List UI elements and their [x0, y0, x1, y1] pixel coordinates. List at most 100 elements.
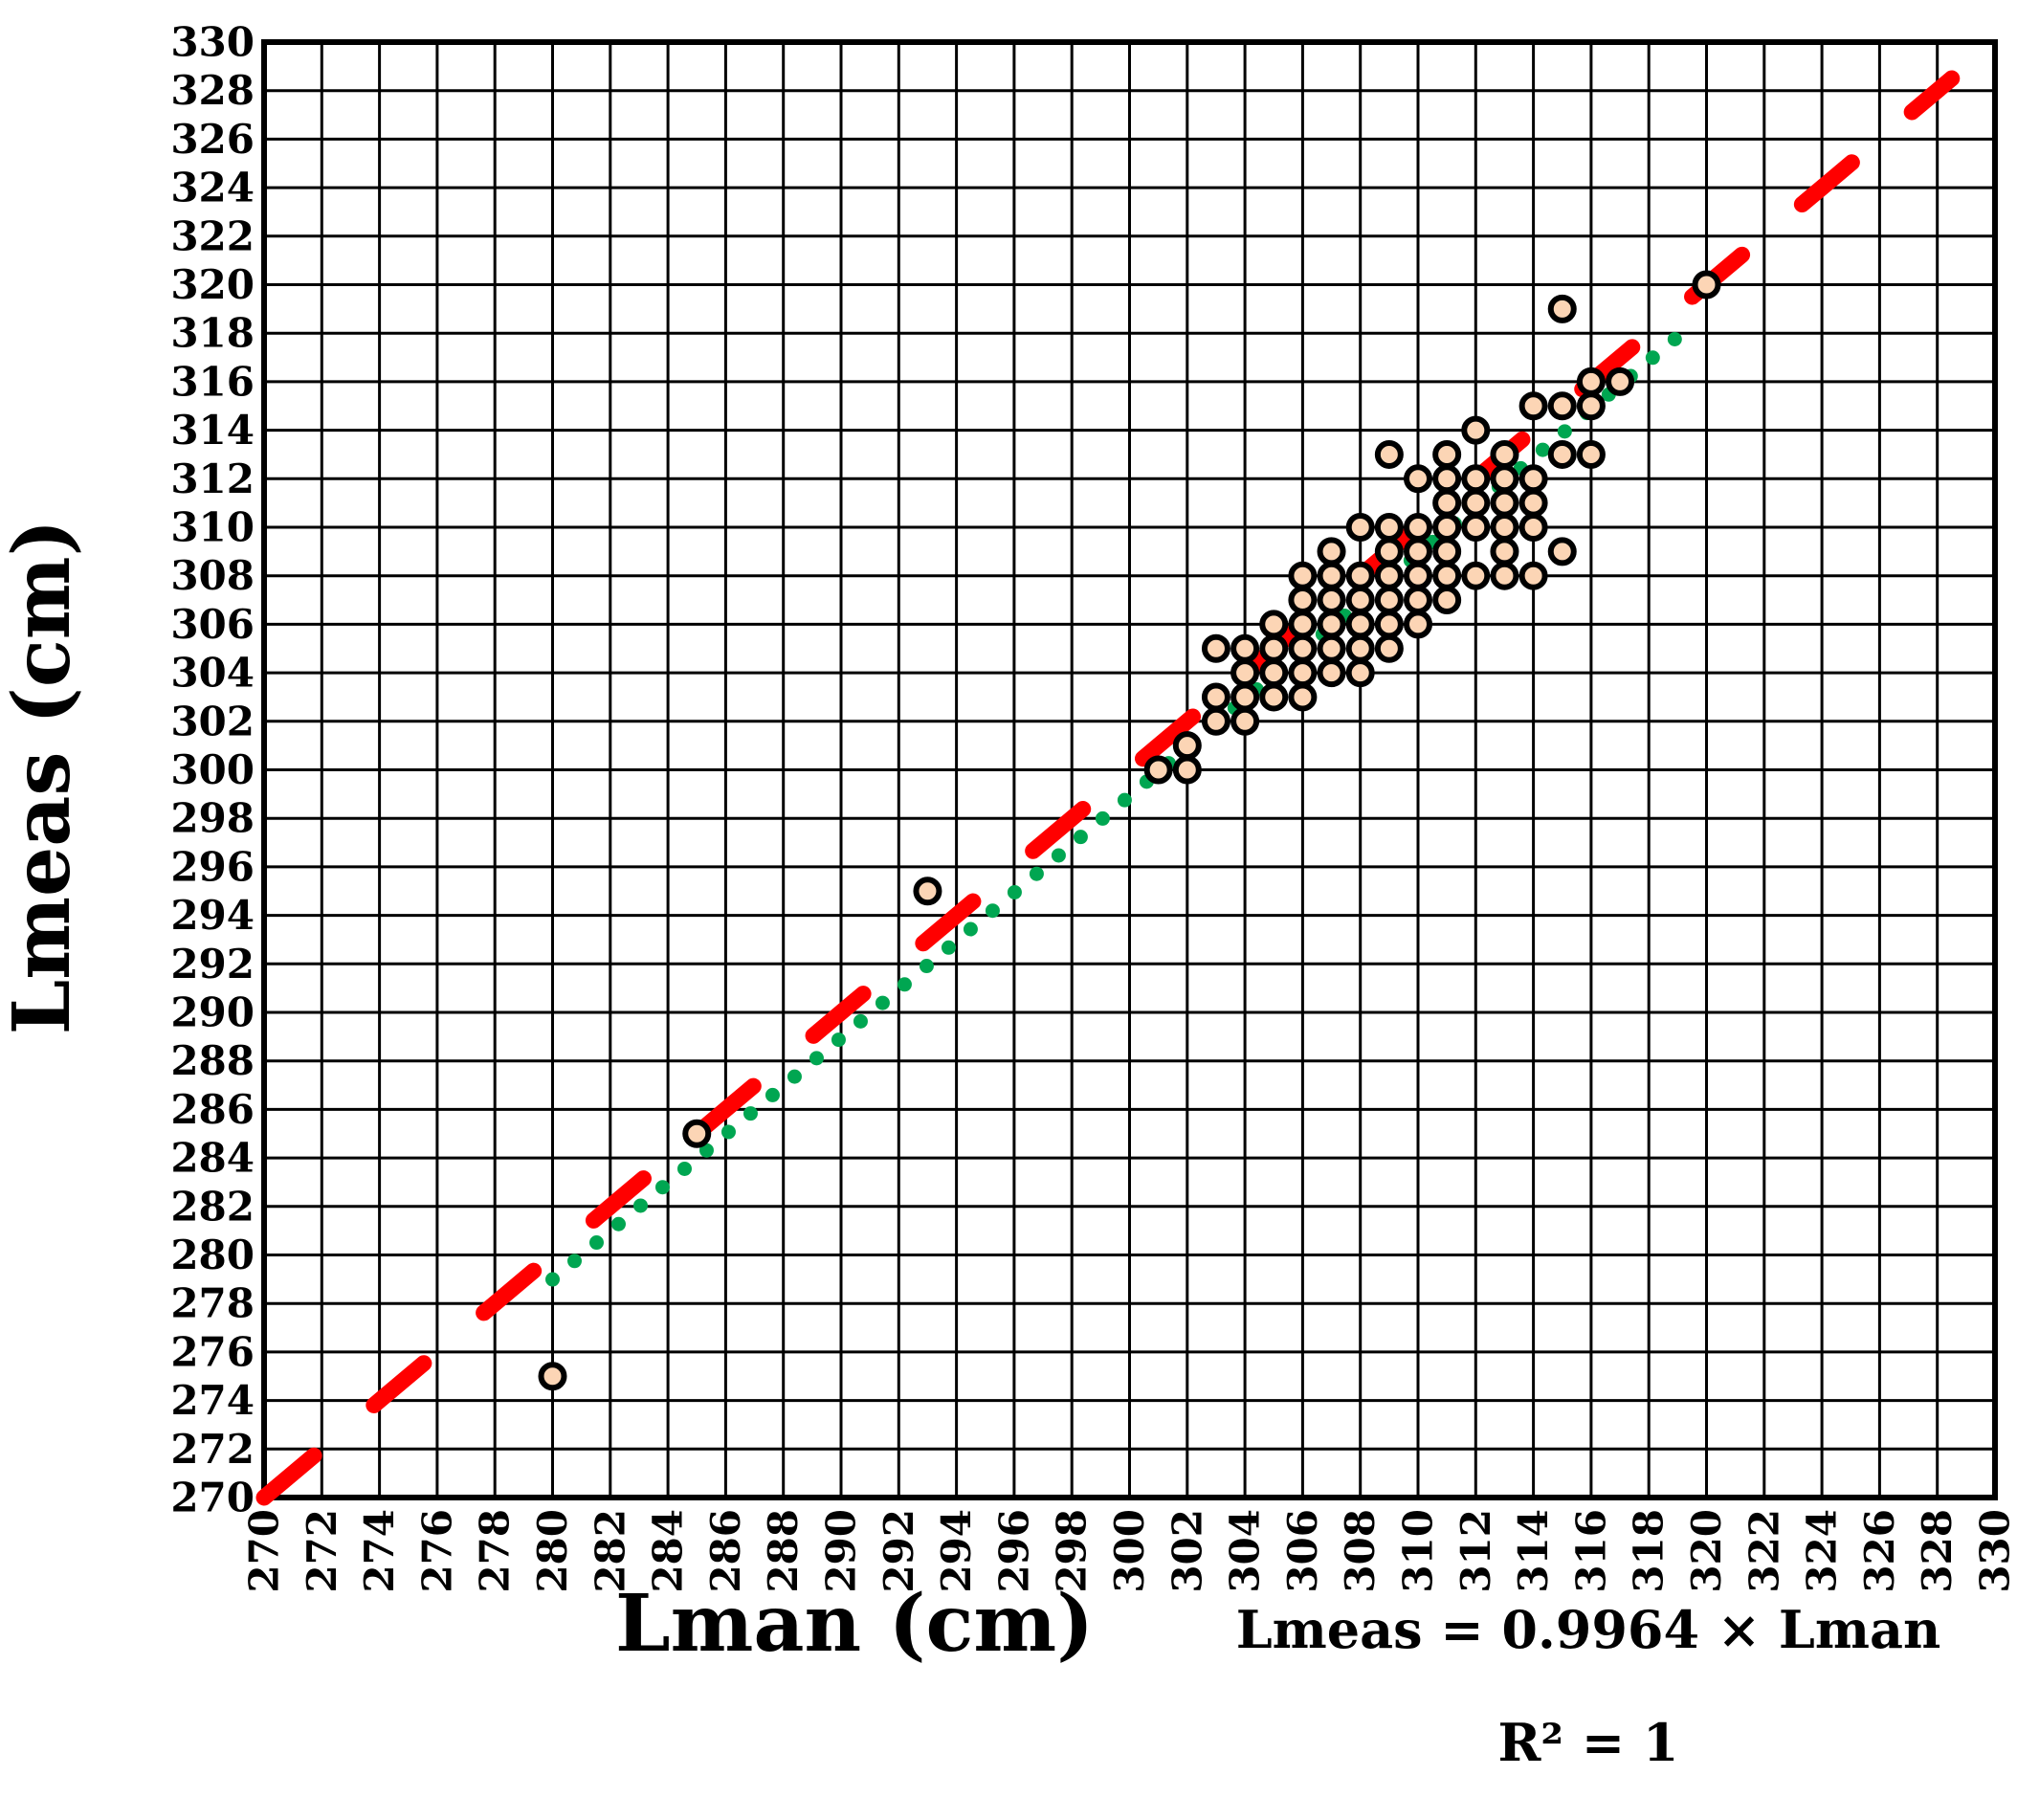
y-tick-label: 328: [170, 67, 255, 114]
x-tick-label: 302: [1164, 1509, 1210, 1593]
x-tick-label: 322: [1740, 1509, 1787, 1593]
data-point: [1288, 658, 1318, 688]
data-point: [1259, 610, 1289, 639]
x-tick-label: 296: [990, 1509, 1037, 1593]
x-tick-label: 274: [356, 1509, 403, 1593]
y-tick-label: 308: [170, 552, 255, 599]
x-tick-label: 284: [645, 1509, 692, 1593]
y-tick-label: 290: [170, 989, 255, 1036]
data-point: [1345, 633, 1375, 663]
x-tick-label: 328: [1914, 1509, 1961, 1593]
x-tick-label: 324: [1799, 1509, 1846, 1593]
data-point: [1374, 561, 1404, 590]
data-point: [1547, 439, 1577, 469]
data-point: [1576, 439, 1606, 469]
data-point: [1345, 658, 1375, 688]
data-point: [1230, 633, 1260, 663]
x-tick-label: 306: [1279, 1509, 1326, 1593]
x-tick-label: 280: [529, 1509, 576, 1593]
data-point: [1490, 439, 1519, 469]
data-point: [1404, 561, 1432, 590]
x-axis-title: Lman (cm): [615, 1578, 1094, 1670]
data-point: [1404, 586, 1432, 615]
y-tick-label: 284: [170, 1135, 255, 1182]
data-point: [1461, 513, 1491, 542]
y-tick-label: 292: [170, 941, 255, 988]
data-point: [1345, 610, 1375, 639]
y-tick-label: 320: [170, 261, 255, 308]
grid-lines: [261, 39, 1998, 1500]
y-tick-label: 304: [170, 650, 255, 697]
x-tick-label: 270: [241, 1509, 288, 1593]
data-point: [1345, 513, 1375, 542]
data-point: [1374, 439, 1404, 469]
data-point: [1288, 682, 1318, 712]
data-point: [1576, 366, 1606, 396]
y-tick-label: 322: [170, 212, 255, 259]
data-point: [1230, 682, 1260, 712]
y-tick-label: 302: [170, 698, 255, 744]
y-tick-label: 272: [170, 1426, 255, 1473]
data-point: [1374, 537, 1404, 566]
data-point: [1201, 633, 1230, 663]
data-point: [1432, 537, 1462, 566]
x-tick-label: 272: [299, 1509, 345, 1593]
data-point: [1317, 610, 1346, 639]
plot-border: [261, 39, 1998, 1500]
data-point: [538, 1362, 567, 1391]
x-tick-label: 312: [1452, 1509, 1499, 1593]
data-point: [1317, 561, 1346, 590]
data-point: [1432, 561, 1462, 590]
data-point: [1692, 270, 1721, 300]
data-point: [1288, 633, 1318, 663]
y-tick-label: 270: [170, 1475, 255, 1521]
data-point: [1317, 537, 1346, 566]
data-point: [1432, 488, 1462, 518]
y-tick-label: 312: [170, 455, 255, 502]
data-point: [1518, 391, 1548, 421]
data-point: [1404, 537, 1432, 566]
data-point: [1518, 513, 1548, 542]
x-tick-label: 276: [413, 1509, 460, 1593]
y-tick-label: 298: [170, 795, 255, 842]
data-point: [1259, 658, 1289, 688]
data-point: [1432, 464, 1462, 494]
data-point: [1201, 706, 1230, 736]
data-point: [1230, 706, 1260, 736]
data-point: [1345, 561, 1375, 590]
data-point: [1404, 513, 1432, 542]
data-point: [1606, 366, 1635, 396]
x-tick-label: 314: [1510, 1509, 1557, 1593]
x-tick-label: 294: [933, 1509, 980, 1593]
data-point: [1230, 658, 1260, 688]
data-point: [1461, 488, 1491, 518]
data-point: [1518, 561, 1548, 590]
y-tick-labels: 2702722742762782802822842862882902922942…: [170, 19, 255, 1521]
data-point: [682, 1119, 712, 1148]
data-point: [913, 877, 942, 906]
y-tick-label: 278: [170, 1280, 255, 1327]
y-tick-label: 286: [170, 1086, 255, 1133]
regression-equation: Lmeas = 0.9964 × Lman: [1236, 1599, 1941, 1660]
y-tick-label: 324: [170, 165, 255, 211]
data-point: [1259, 682, 1289, 712]
data-point: [1374, 513, 1404, 542]
x-tick-label: 288: [760, 1509, 807, 1593]
y-tick-label: 316: [170, 358, 255, 405]
data-point: [1288, 610, 1318, 639]
y-tick-label: 314: [170, 407, 255, 454]
data-point: [1288, 586, 1318, 615]
y-tick-label: 330: [170, 19, 255, 66]
y-tick-label: 306: [170, 601, 255, 648]
y-tick-label: 294: [170, 892, 255, 939]
y-tick-label: 282: [170, 1183, 255, 1230]
y-tick-label: 276: [170, 1328, 255, 1375]
x-tick-label: 278: [472, 1509, 519, 1593]
y-tick-label: 280: [170, 1232, 255, 1278]
data-point: [1518, 464, 1548, 494]
data-point: [1288, 561, 1318, 590]
data-point: [1490, 488, 1519, 518]
x-tick-label: 290: [818, 1509, 865, 1593]
y-axis-title: Lmeas (cm): [0, 520, 88, 1035]
